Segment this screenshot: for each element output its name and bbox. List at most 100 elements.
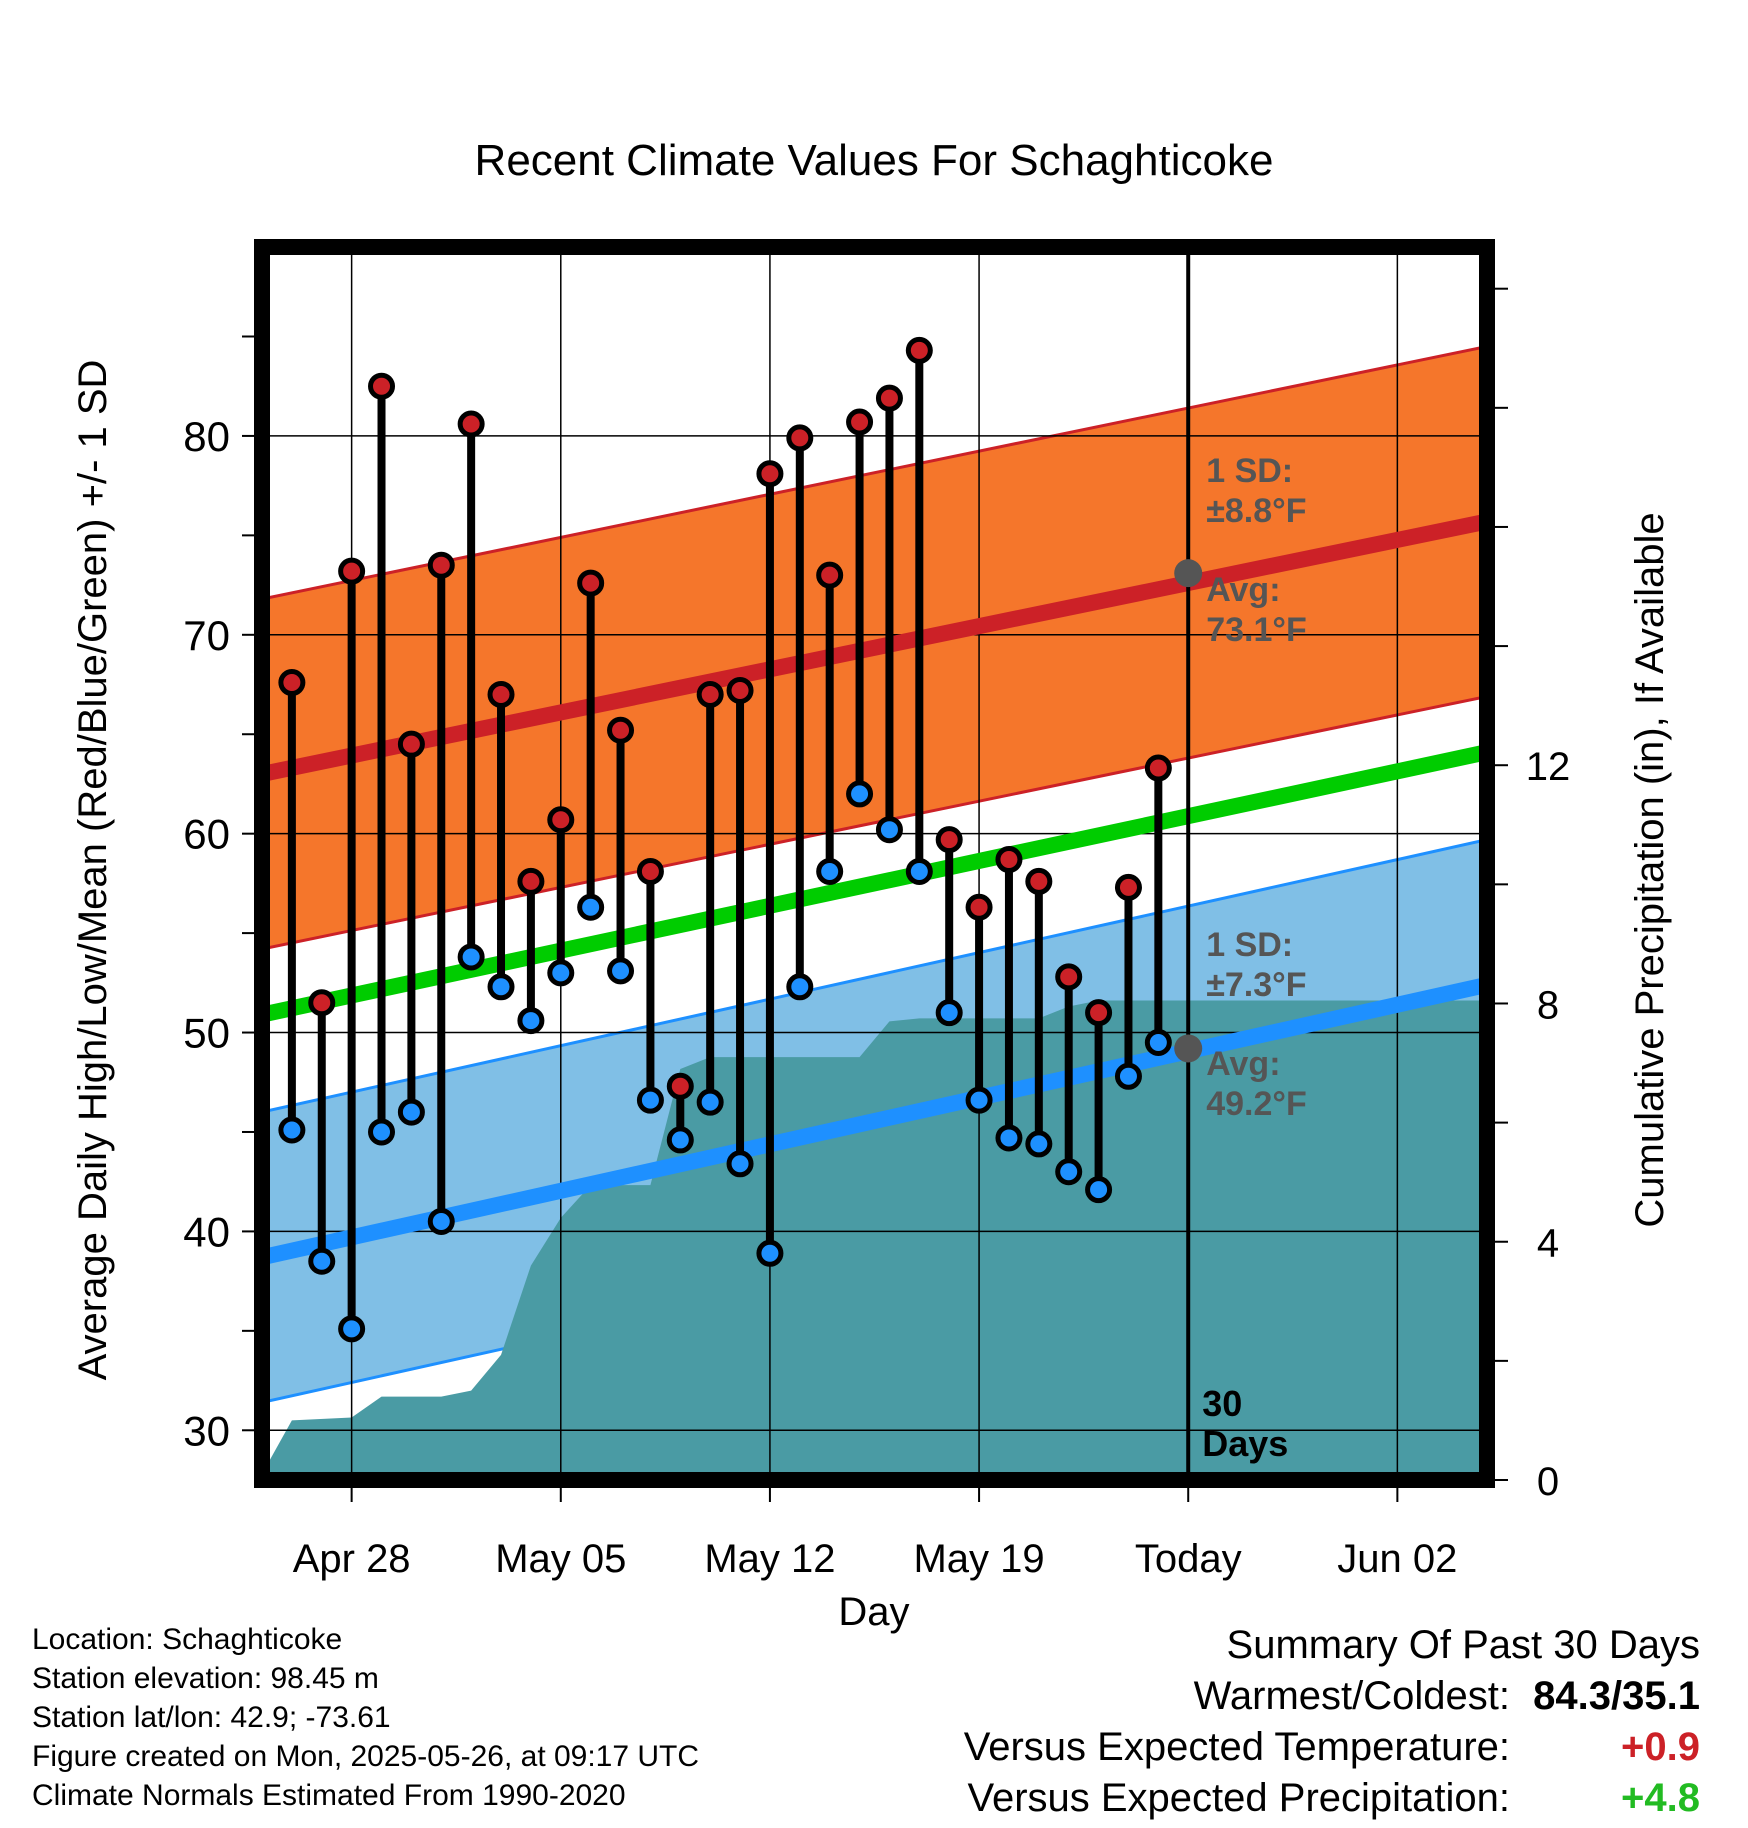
low-point: [846, 780, 874, 808]
low-avg-value: 49.2°F: [1206, 1085, 1307, 1123]
low-point: [1144, 1028, 1172, 1056]
high-point: [786, 424, 814, 452]
low-point: [756, 1239, 784, 1267]
low-point: [607, 957, 635, 985]
station-info: Location: Schaghticoke Station elevation…: [32, 1620, 699, 1815]
low-point: [1114, 1062, 1142, 1090]
high-point: [607, 716, 635, 744]
normals-text: Climate Normals Estimated From 1990-2020: [32, 1779, 626, 1812]
low-point: [696, 1088, 724, 1116]
y2-tick-label: 4: [1537, 1222, 1559, 1266]
low-point: [636, 1086, 664, 1114]
precip-value: +4.8: [1621, 1776, 1700, 1820]
low-point: [875, 816, 903, 844]
high-point: [397, 730, 425, 758]
y2-tick-label: 0: [1537, 1460, 1559, 1504]
low-point: [965, 1086, 993, 1114]
precip-label: Versus Expected Precipitation:: [967, 1776, 1510, 1820]
high-point: [1055, 963, 1083, 991]
low-point: [487, 973, 515, 1001]
low-point: [517, 1007, 545, 1035]
low-point: [905, 857, 933, 885]
high-sd-band-lower-edge: [262, 694, 1487, 951]
high-point: [338, 557, 366, 585]
low-point: [816, 857, 844, 885]
x-tick-label: May 05: [495, 1537, 626, 1581]
high-avg-label: Avg:: [1206, 571, 1280, 609]
high-point: [636, 857, 664, 885]
x-tick-label: May 19: [913, 1537, 1044, 1581]
high-point: [696, 680, 724, 708]
y-tick-label: 80: [183, 413, 230, 460]
latlon-text: Station lat/lon: 42.9; -73.61: [32, 1701, 391, 1734]
days-count-word: Days: [1202, 1423, 1288, 1464]
high-point: [368, 372, 396, 400]
high-point: [1025, 867, 1053, 895]
x-tick-label: May 12: [704, 1537, 835, 1581]
low-point: [308, 1247, 336, 1275]
y-tick-label: 60: [183, 811, 230, 858]
y-tick-label: 50: [183, 1010, 230, 1057]
created-text: Figure created on Mon, 2025-05-26, at 09…: [32, 1740, 700, 1773]
high-point: [756, 460, 784, 488]
high-point: [846, 408, 874, 436]
high-point: [726, 676, 754, 704]
temp-value: +0.9: [1621, 1725, 1700, 1769]
summary-temp-row: Versus Expected Temperature: +0.9: [964, 1722, 1700, 1773]
warmest-value: 84.3/35.1: [1533, 1674, 1700, 1718]
low-point: [786, 973, 814, 1001]
x-tick-label: Jun 02: [1337, 1537, 1457, 1581]
high-point: [278, 669, 306, 697]
high-point: [487, 680, 515, 708]
low-point: [666, 1126, 694, 1154]
y2-tick-label: 8: [1537, 983, 1559, 1027]
low-point: [1055, 1158, 1083, 1186]
chart-title: Recent Climate Values For Schaghticoke: [475, 136, 1274, 185]
high-sd-value: ±8.8°F: [1206, 492, 1306, 530]
high-point: [577, 569, 605, 597]
high-point: [875, 384, 903, 412]
y2-axis-label: Cumulative Precipitation (in), If Availa…: [1628, 512, 1672, 1227]
warmest-label: Warmest/Coldest:: [1193, 1674, 1510, 1718]
summary-precip-row: Versus Expected Precipitation: +4.8: [964, 1773, 1700, 1824]
high-point: [935, 826, 963, 854]
y2-tick-label: 12: [1526, 745, 1571, 789]
high-point: [547, 806, 575, 834]
today-high-avg-marker: [1174, 559, 1203, 588]
low-sd-label: 1 SD:: [1206, 926, 1293, 964]
high-point: [995, 846, 1023, 874]
high-point: [457, 410, 485, 438]
high-point: [666, 1072, 694, 1100]
high-point: [1114, 873, 1142, 901]
high-point: [816, 561, 844, 589]
days-count-number: 30: [1202, 1383, 1242, 1424]
low-point: [1025, 1130, 1053, 1158]
low-point: [935, 999, 963, 1027]
low-sd-band-upper-edge: [262, 838, 1487, 1114]
low-point: [427, 1207, 455, 1235]
y-tick-label: 70: [183, 612, 230, 659]
low-point: [1085, 1176, 1113, 1204]
low-avg-label: Avg:: [1206, 1045, 1280, 1083]
low-point: [368, 1118, 396, 1146]
temp-label: Versus Expected Temperature:: [963, 1725, 1510, 1769]
y-axis-label: Average Daily High/Low/Mean (Red/Blue/Gr…: [71, 360, 115, 1381]
today-low-avg-marker: [1174, 1034, 1203, 1063]
high-normal-line: [262, 513, 1487, 782]
high-point: [308, 989, 336, 1017]
y-tick-label: 40: [183, 1208, 230, 1255]
plot-frame: [254, 239, 1495, 1488]
location-text: Location: Schaghticoke: [32, 1623, 343, 1656]
elevation-text: Station elevation: 98.45 m: [32, 1662, 379, 1695]
low-normal-line: [262, 977, 1487, 1266]
low-point: [397, 1098, 425, 1126]
high-point: [1144, 754, 1172, 782]
high-point: [965, 893, 993, 921]
high-sd-label: 1 SD:: [1206, 452, 1293, 490]
low-point: [338, 1315, 366, 1343]
x-tick-label: Apr 28: [293, 1537, 411, 1581]
x-axis-label: Day: [838, 1590, 909, 1634]
low-point: [278, 1116, 306, 1144]
low-point: [995, 1124, 1023, 1152]
